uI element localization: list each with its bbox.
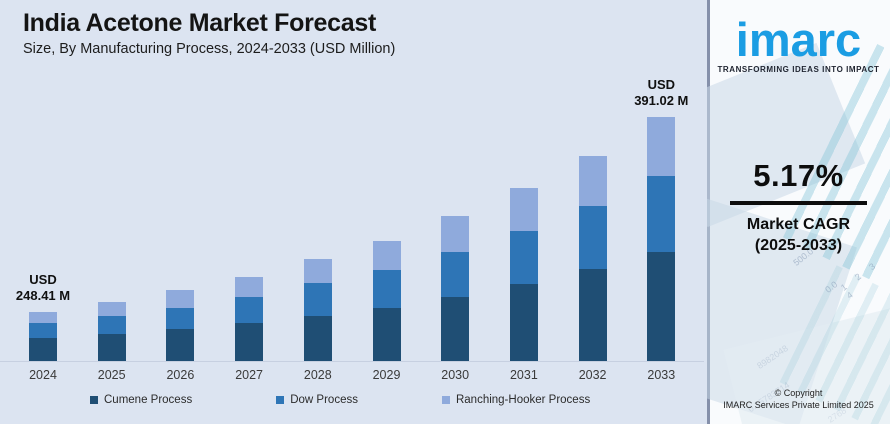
imarc-logo-tagline: TRANSFORMING IDEAS INTO IMPACT <box>717 65 880 74</box>
legend-label: Ranching-Hooker Process <box>455 394 591 406</box>
bar-segment-2028 <box>303 316 332 361</box>
x-axis-label-2024: 2024 <box>29 368 57 382</box>
legend-item: Cumene Process <box>90 394 192 406</box>
bar-segment-2029 <box>372 241 401 270</box>
bar-segment-2028 <box>303 259 332 283</box>
bar-segment-2028 <box>303 283 332 316</box>
bar-2028 <box>303 259 332 361</box>
imarc-logo-text: imarc <box>735 13 862 66</box>
cagr-label-line1: Market CAGR <box>746 216 851 233</box>
x-axis-line <box>0 361 704 362</box>
legend-swatch <box>276 396 285 404</box>
legend-swatch <box>441 396 450 404</box>
bar-2029 <box>372 241 401 361</box>
panel-decor-axis-label: 0.0 <box>823 279 840 295</box>
x-axis-label-2032: 2032 <box>578 368 607 382</box>
value-label-2024: USD 248.41 M <box>15 272 71 303</box>
bar-segment-2031 <box>509 188 538 231</box>
bar-2032 <box>578 156 607 361</box>
bar-2026 <box>166 290 195 361</box>
legend-label: Cumene Process <box>104 394 193 406</box>
bar-segment-2027 <box>235 277 264 297</box>
bar-segment-2025 <box>97 316 126 334</box>
bar-segment-2032 <box>578 206 607 269</box>
bar-segment-2030 <box>441 216 470 252</box>
bar-2031 <box>509 188 538 361</box>
legend-label: Dow Process <box>290 394 358 406</box>
cagr-block: 5.17% Market CAGR (2025-2033) <box>707 158 890 256</box>
x-axis-label-2028: 2028 <box>303 368 332 382</box>
chart-legend: Cumene Process Dow Process Ranching-Hooker… <box>90 394 590 406</box>
bar-segment-2025 <box>97 302 126 316</box>
panel-decor-axis-ticks: 1 2 3 4 <box>838 258 882 301</box>
bar-segment-2033 <box>647 252 676 361</box>
bar-segment-2031 <box>509 284 538 361</box>
page-subtitle: Size, By Manufacturing Process, 2024-203… <box>23 41 396 57</box>
bar-segment-2026 <box>166 290 195 308</box>
x-axis-label-2025: 2025 <box>97 368 126 382</box>
bar-2025 <box>97 302 126 361</box>
bar-segment-2032 <box>578 156 607 206</box>
bar-segment-2025 <box>97 334 126 361</box>
legend-item: Ranching-Hooker Process <box>441 394 591 406</box>
bar-segment-2024 <box>29 323 57 338</box>
bar-segment-2024 <box>29 312 57 323</box>
x-axis-label-2029: 2029 <box>372 368 401 382</box>
x-axis-label-2030: 2030 <box>441 368 470 382</box>
bar-segment-2029 <box>372 308 401 361</box>
bar-segment-2026 <box>166 329 195 361</box>
legend-swatch <box>90 396 98 404</box>
cagr-underline <box>730 201 867 205</box>
x-axis-label-2026: 2026 <box>166 368 195 382</box>
copyright-line1: © Copyright <box>774 388 823 398</box>
bar-segment-2026 <box>166 308 195 329</box>
x-axis-label-2033: 2033 <box>647 368 676 382</box>
x-axis-label-2031: 2031 <box>509 368 538 382</box>
bar-segment-2033 <box>647 176 676 252</box>
bar-segment-2024 <box>29 338 57 361</box>
page-title: India Acetone Market Forecast <box>23 9 376 37</box>
bar-2033 <box>647 117 676 361</box>
copyright-line2: IMARC Services Private Limited 2025 <box>723 400 874 410</box>
bar-segment-2030 <box>441 252 470 297</box>
bar-segment-2030 <box>441 297 470 361</box>
bar-segment-2032 <box>578 269 607 361</box>
imarc-logo: imarc TRANSFORMING IDEAS INTO IMPACT <box>707 13 890 75</box>
cagr-value: 5.17% <box>753 158 844 193</box>
value-label-2033: USD 391.02 M <box>634 77 689 108</box>
bar-2024 <box>29 312 57 361</box>
bar-segment-2033 <box>647 117 676 176</box>
stacked-bar-chart: 2024 2025 2026 2027 2028 2029 2030 2031 2032 2033… <box>15 77 689 382</box>
bar-2027 <box>235 277 264 361</box>
copyright: © Copyright IMARC Services Private Limit… <box>707 387 890 411</box>
bar-2030 <box>441 216 470 361</box>
bar-segment-2027 <box>235 297 264 323</box>
brand-panel: 500.0 0.0 1 2 3 4 8982048 0.15783714 276… <box>707 0 890 424</box>
bar-segment-2031 <box>509 231 538 284</box>
bar-segment-2027 <box>235 323 264 361</box>
cagr-label-line2: (2025-2033) <box>754 237 843 254</box>
panel-decor-number: 8982048 <box>755 343 790 371</box>
x-axis-label-2027: 2027 <box>235 368 263 382</box>
bar-segment-2029 <box>372 270 401 308</box>
legend-item: Dow Process <box>276 394 358 406</box>
chart-section: India Acetone Market Forecast Size, By M… <box>0 9 704 406</box>
